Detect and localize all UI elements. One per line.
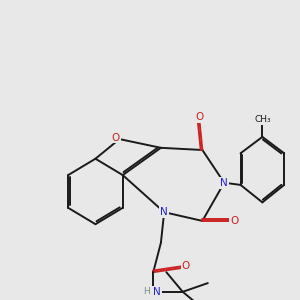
Text: O: O xyxy=(182,261,190,271)
Text: O: O xyxy=(196,112,204,122)
Text: CH₃: CH₃ xyxy=(254,115,271,124)
Text: N: N xyxy=(160,207,168,217)
Text: O: O xyxy=(112,133,120,142)
Text: N: N xyxy=(153,287,161,297)
Text: O: O xyxy=(230,216,238,226)
Text: N: N xyxy=(220,178,228,188)
Text: H: H xyxy=(143,287,150,296)
